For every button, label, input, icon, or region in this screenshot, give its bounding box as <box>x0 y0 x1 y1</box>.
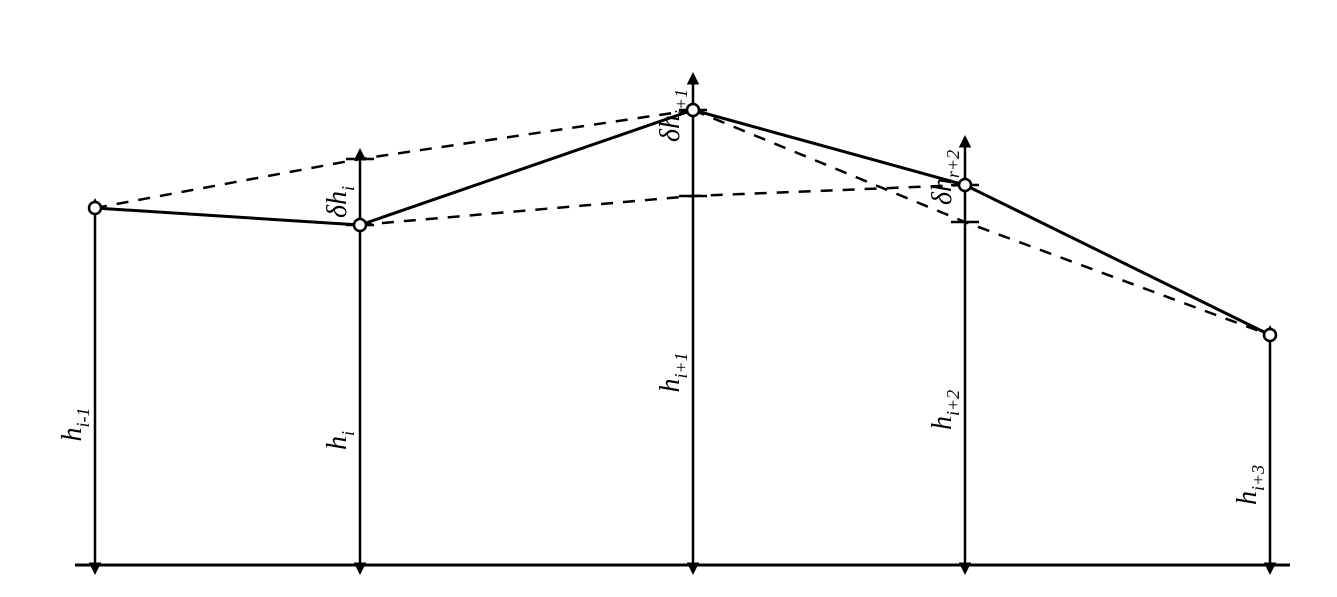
h-label-0: hi-1 <box>57 408 93 442</box>
h-label-3: hi+2 <box>927 390 963 430</box>
svg-text:hi: hi <box>322 431 358 450</box>
dh-label-1: δhi <box>322 186 358 218</box>
svg-text:δhi+1: δhi+1 <box>655 89 691 142</box>
node-4 <box>1264 329 1276 341</box>
dh-label-2: δhi+1 <box>655 89 691 142</box>
dashed-segment-1-3 <box>360 185 965 225</box>
dashed-segment-0-2 <box>95 110 693 208</box>
h-label-1: hi <box>322 431 358 450</box>
solid-polyline <box>95 110 1270 335</box>
svg-text:hi-1: hi-1 <box>57 408 93 442</box>
interpolation-diagram: hi-1hihi+1hi+2hi+3δhiδhi+1δhr+2 <box>0 0 1337 597</box>
node-3 <box>959 179 971 191</box>
svg-text:δhi: δhi <box>322 186 358 218</box>
node-0 <box>89 202 101 214</box>
h-label-4: hi+3 <box>1232 465 1268 505</box>
h-label-2: hi+1 <box>655 352 691 392</box>
node-1 <box>354 219 366 231</box>
dashed-segment-2-4 <box>693 110 1270 335</box>
svg-text:hi+3: hi+3 <box>1232 465 1268 505</box>
svg-text:hi+1: hi+1 <box>655 352 691 392</box>
svg-text:hi+2: hi+2 <box>927 390 963 430</box>
